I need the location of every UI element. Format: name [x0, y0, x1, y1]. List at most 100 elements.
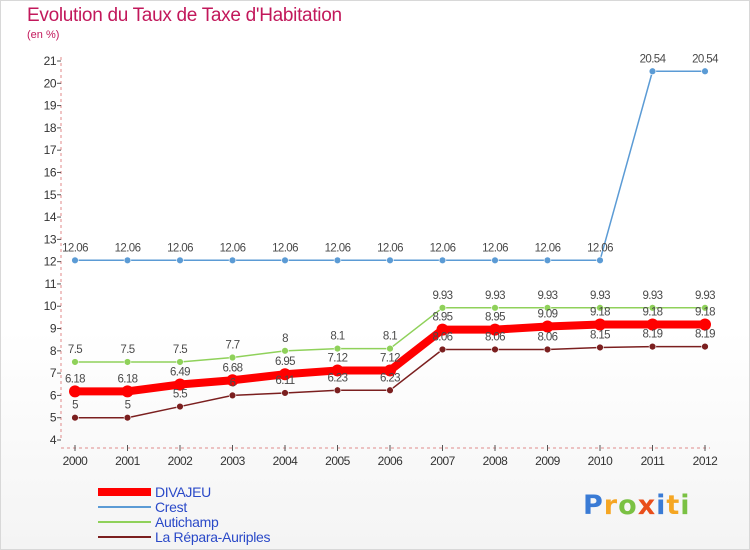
data-point	[491, 304, 499, 312]
y-tick-label: 18	[44, 121, 57, 135]
legend-swatch	[98, 520, 151, 523]
data-label: 8.06	[538, 331, 558, 343]
data-label: 5	[72, 400, 78, 412]
data-label: 6.18	[65, 373, 85, 385]
data-point	[69, 385, 81, 398]
y-tick-label: 10	[44, 299, 57, 313]
legend-item: Crest	[98, 498, 270, 515]
data-point	[281, 347, 289, 355]
data-point	[123, 256, 132, 265]
data-point	[333, 344, 342, 353]
data-label: 8.95	[485, 312, 505, 324]
data-label: 9.93	[433, 290, 453, 302]
logo-letter: r	[603, 490, 619, 521]
x-tick-label: 2002	[168, 454, 194, 468]
data-point	[331, 364, 344, 377]
y-tick-label: 8	[50, 344, 57, 358]
legend-swatch	[98, 535, 151, 538]
data-label: 7.12	[380, 352, 400, 364]
data-point	[543, 256, 552, 265]
logo-letter: x	[637, 490, 657, 521]
data-label: 8.1	[330, 331, 344, 343]
data-label: 6.18	[118, 373, 138, 385]
data-point	[596, 343, 604, 352]
y-tick-label: 11	[45, 277, 57, 291]
data-label: 7.5	[68, 344, 82, 356]
data-point	[71, 358, 79, 366]
data-point	[176, 402, 184, 411]
data-label: 8.19	[643, 329, 663, 341]
data-label: 7.12	[328, 352, 348, 364]
data-label: 12.06	[430, 242, 456, 254]
data-point	[123, 358, 132, 366]
data-point	[71, 256, 79, 265]
x-tick-label: 2011	[641, 454, 666, 468]
x-tick-label: 2010	[588, 454, 614, 468]
data-point	[596, 256, 604, 265]
y-tick-label: 5	[50, 411, 57, 425]
data-label: 9.18	[643, 307, 663, 319]
data-point	[594, 318, 606, 331]
logo-letter: i	[680, 490, 691, 521]
data-label: 12.06	[587, 242, 613, 254]
data-point	[438, 256, 447, 265]
legend-item: Autichamp	[98, 513, 270, 530]
legend-label: Crest	[155, 498, 187, 515]
data-point	[543, 304, 552, 312]
data-point	[543, 345, 552, 354]
data-point	[541, 320, 554, 333]
y-tick-label: 19	[44, 99, 57, 113]
data-label: 7.5	[173, 344, 187, 356]
y-tick-label: 13	[44, 232, 57, 246]
x-tick-label: 2012	[693, 454, 719, 468]
legend-swatch	[98, 487, 151, 496]
data-label: 9.93	[695, 290, 715, 302]
data-label: 12.06	[62, 242, 88, 254]
data-point	[648, 67, 657, 75]
data-point	[121, 385, 134, 398]
data-point	[699, 318, 711, 331]
legend-swatch	[98, 505, 151, 508]
data-label: 8.1	[383, 331, 397, 343]
data-label: 12.06	[482, 242, 508, 254]
data-point	[386, 344, 394, 353]
data-label: 6	[230, 377, 236, 389]
data-label: 20.54	[692, 53, 719, 65]
data-point	[491, 256, 499, 265]
data-point	[228, 256, 237, 265]
x-tick-label: 2009	[535, 454, 561, 468]
legend-label: Autichamp	[155, 513, 219, 530]
data-label: 9.93	[538, 290, 558, 302]
data-point	[438, 304, 447, 312]
proxiti-logo: Proxiti	[583, 490, 691, 521]
data-point	[384, 364, 396, 377]
data-label: 8.19	[695, 329, 715, 341]
data-label: 6.49	[170, 366, 190, 378]
logo-letter: P	[583, 490, 604, 521]
legend-label: La Répara-Auriples	[155, 528, 271, 545]
data-label: 12.06	[272, 242, 298, 254]
data-point	[489, 323, 501, 336]
data-point	[648, 304, 657, 312]
legend-label: DIVAJEU	[155, 483, 211, 500]
data-point	[596, 304, 604, 312]
logo-letter: i	[656, 490, 667, 521]
y-axis-unit-label: (en %)	[27, 29, 60, 41]
y-tick-label: 9	[50, 322, 57, 336]
data-point	[701, 342, 709, 351]
x-tick-label: 2008	[483, 454, 509, 468]
data-point	[228, 353, 237, 362]
y-tick-label: 17	[44, 143, 57, 157]
series-line-crest	[74, 70, 706, 262]
data-label: 7.7	[225, 340, 239, 352]
x-tick-label: 2004	[273, 454, 299, 468]
data-point	[333, 386, 342, 394]
data-label: 6.95	[275, 356, 295, 368]
data-label: 8.06	[433, 331, 453, 343]
data-label: 8.95	[433, 312, 453, 324]
data-point	[386, 256, 394, 265]
y-tick-label: 7	[50, 366, 57, 380]
data-point	[123, 414, 132, 422]
y-tick-label: 20	[44, 76, 57, 90]
data-point	[701, 67, 709, 75]
